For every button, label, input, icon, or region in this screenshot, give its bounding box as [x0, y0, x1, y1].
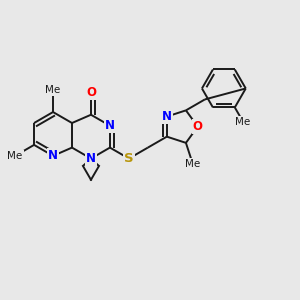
Text: O: O: [193, 120, 203, 133]
Text: N: N: [105, 119, 115, 132]
Text: Me: Me: [45, 85, 61, 95]
Text: Me: Me: [236, 117, 250, 127]
Text: N: N: [48, 149, 58, 162]
Text: O: O: [86, 86, 96, 99]
Text: S: S: [124, 152, 134, 165]
Text: Me: Me: [8, 151, 23, 161]
Text: Me: Me: [185, 159, 200, 169]
Text: N: N: [86, 152, 96, 165]
Text: N: N: [162, 110, 172, 123]
